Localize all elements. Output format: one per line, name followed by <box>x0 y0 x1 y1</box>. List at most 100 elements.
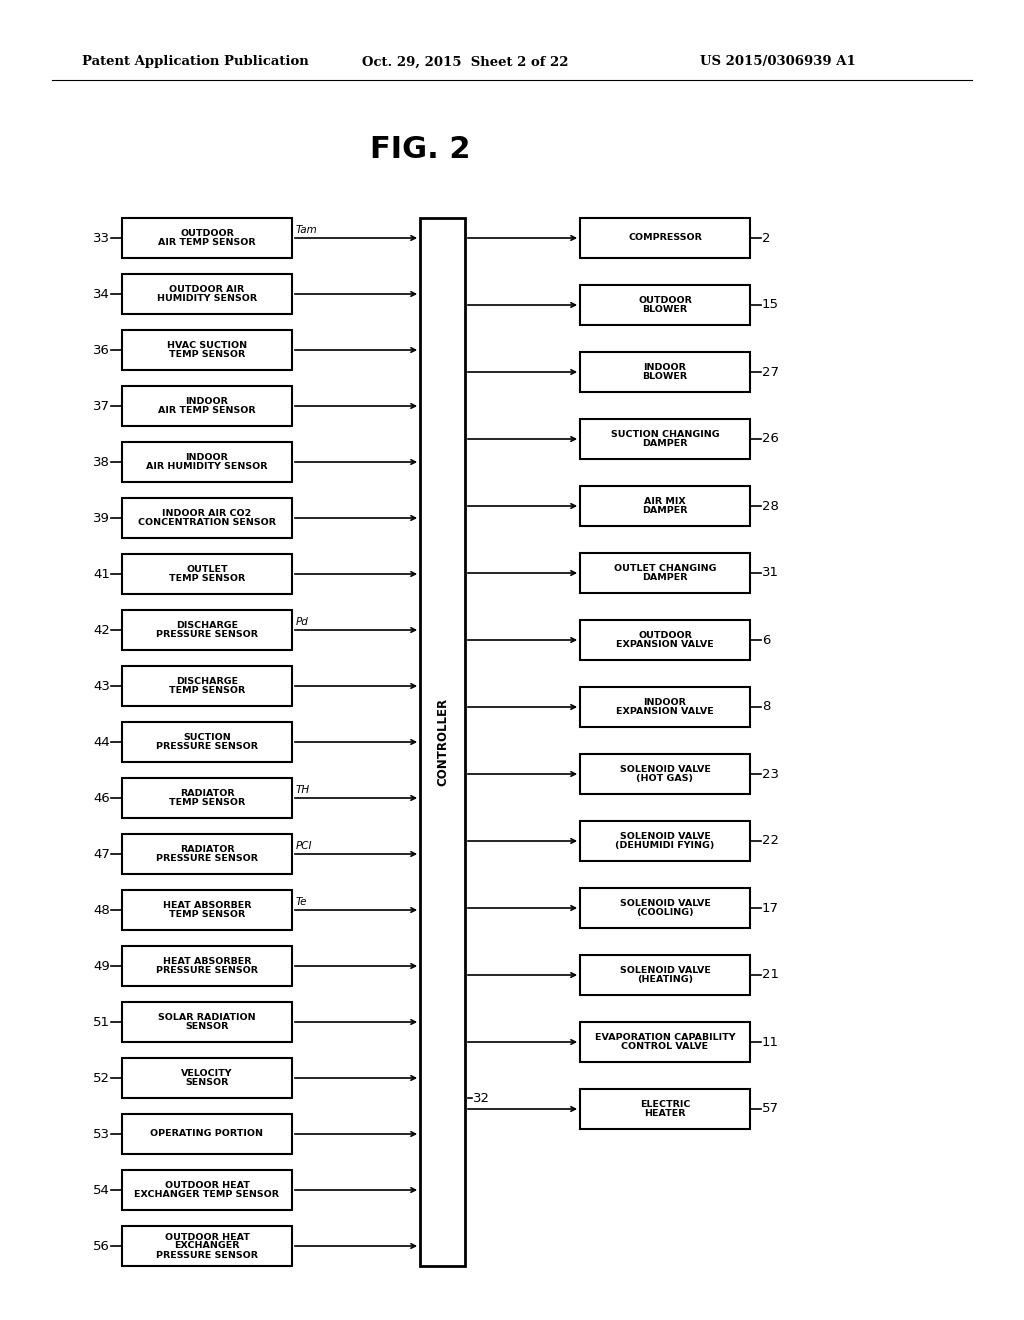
Text: INDOOR: INDOOR <box>643 363 686 372</box>
Text: Tam: Tam <box>296 224 317 235</box>
Text: 22: 22 <box>762 834 779 847</box>
Text: EXPANSION VALVE: EXPANSION VALVE <box>616 640 714 649</box>
Text: 38: 38 <box>93 455 110 469</box>
Bar <box>580 821 750 861</box>
Text: SOLENOID VALVE: SOLENOID VALVE <box>620 832 711 841</box>
Bar <box>580 218 750 257</box>
Bar <box>122 890 292 931</box>
Bar <box>122 1114 292 1154</box>
Text: PRESSURE SENSOR: PRESSURE SENSOR <box>156 966 258 975</box>
Text: OUTDOOR: OUTDOOR <box>638 296 692 305</box>
Text: AIR HUMIDITY SENSOR: AIR HUMIDITY SENSOR <box>146 462 267 471</box>
Text: PRESSURE SENSOR: PRESSURE SENSOR <box>156 854 258 863</box>
Bar <box>580 352 750 392</box>
Text: 51: 51 <box>93 1015 110 1028</box>
Text: OUTLET: OUTLET <box>186 565 227 574</box>
Text: 56: 56 <box>93 1239 110 1253</box>
Text: Patent Application Publication: Patent Application Publication <box>82 55 309 69</box>
Text: VELOCITY: VELOCITY <box>181 1069 232 1078</box>
Text: 15: 15 <box>762 298 779 312</box>
Text: 41: 41 <box>93 568 110 581</box>
Bar <box>122 667 292 706</box>
Text: 47: 47 <box>93 847 110 861</box>
Bar <box>122 498 292 539</box>
Text: INDOOR AIR CO2: INDOOR AIR CO2 <box>163 510 252 517</box>
Bar <box>122 946 292 986</box>
Text: PRESSURE SENSOR: PRESSURE SENSOR <box>156 1250 258 1259</box>
Bar <box>580 1022 750 1063</box>
Text: SUCTION: SUCTION <box>183 733 230 742</box>
Text: (COOLING): (COOLING) <box>636 908 694 917</box>
Text: 17: 17 <box>762 902 779 915</box>
Text: RADIATOR: RADIATOR <box>179 789 234 799</box>
Text: SOLENOID VALVE: SOLENOID VALVE <box>620 966 711 975</box>
Bar <box>580 888 750 928</box>
Text: 43: 43 <box>93 680 110 693</box>
Text: 44: 44 <box>93 735 110 748</box>
Text: OPERATING PORTION: OPERATING PORTION <box>151 1130 263 1138</box>
Text: 28: 28 <box>762 499 779 512</box>
Text: CONCENTRATION SENSOR: CONCENTRATION SENSOR <box>138 517 276 527</box>
Bar <box>580 418 750 459</box>
Bar <box>580 754 750 795</box>
Bar <box>122 610 292 649</box>
Text: 11: 11 <box>762 1035 779 1048</box>
Bar <box>420 218 465 1266</box>
Text: Pd: Pd <box>296 616 309 627</box>
Text: 57: 57 <box>762 1102 779 1115</box>
Text: TH: TH <box>296 785 310 795</box>
Text: HEAT ABSORBER: HEAT ABSORBER <box>163 902 251 909</box>
Bar <box>580 1089 750 1129</box>
Text: 53: 53 <box>93 1127 110 1140</box>
Text: 23: 23 <box>762 767 779 780</box>
Bar <box>122 554 292 594</box>
Text: AIR TEMP SENSOR: AIR TEMP SENSOR <box>158 238 256 247</box>
Text: 52: 52 <box>93 1072 110 1085</box>
Bar <box>122 442 292 482</box>
Bar <box>122 834 292 874</box>
Text: SENSOR: SENSOR <box>185 1022 228 1031</box>
Text: 36: 36 <box>93 343 110 356</box>
Text: FIG. 2: FIG. 2 <box>370 136 470 165</box>
Text: INDOOR: INDOOR <box>185 453 228 462</box>
Text: 54: 54 <box>93 1184 110 1196</box>
Text: OUTLET CHANGING: OUTLET CHANGING <box>613 564 716 573</box>
Text: DAMPER: DAMPER <box>642 573 688 582</box>
Bar <box>122 385 292 426</box>
Text: SOLENOID VALVE: SOLENOID VALVE <box>620 766 711 774</box>
Text: 49: 49 <box>93 960 110 973</box>
Text: COMPRESSOR: COMPRESSOR <box>628 234 701 243</box>
Bar <box>122 275 292 314</box>
Text: ELECTRIC: ELECTRIC <box>640 1100 690 1109</box>
Text: OUTDOOR: OUTDOOR <box>638 631 692 640</box>
Bar <box>580 486 750 525</box>
Text: 26: 26 <box>762 433 779 446</box>
Text: TEMP SENSOR: TEMP SENSOR <box>169 909 245 919</box>
Text: AIR MIX: AIR MIX <box>644 498 686 506</box>
Text: 33: 33 <box>93 231 110 244</box>
Text: INDOOR: INDOOR <box>643 698 686 708</box>
Text: OUTDOOR HEAT: OUTDOOR HEAT <box>165 1181 250 1191</box>
Text: 37: 37 <box>93 400 110 412</box>
Bar <box>580 954 750 995</box>
Bar <box>122 218 292 257</box>
Text: 6: 6 <box>762 634 770 647</box>
Text: DAMPER: DAMPER <box>642 440 688 447</box>
Text: SOLAR RADIATION: SOLAR RADIATION <box>158 1012 256 1022</box>
Text: EXPANSION VALVE: EXPANSION VALVE <box>616 708 714 715</box>
Text: HVAC SUCTION: HVAC SUCTION <box>167 341 247 350</box>
Text: PRESSURE SENSOR: PRESSURE SENSOR <box>156 630 258 639</box>
Text: 42: 42 <box>93 623 110 636</box>
Bar <box>580 553 750 593</box>
Text: EVAPORATION CAPABILITY: EVAPORATION CAPABILITY <box>595 1034 735 1041</box>
Text: HUMIDITY SENSOR: HUMIDITY SENSOR <box>157 294 257 304</box>
Text: INDOOR: INDOOR <box>185 397 228 407</box>
Text: Oct. 29, 2015  Sheet 2 of 22: Oct. 29, 2015 Sheet 2 of 22 <box>362 55 568 69</box>
Text: 46: 46 <box>93 792 110 804</box>
Text: Te: Te <box>296 898 307 907</box>
Text: 21: 21 <box>762 969 779 982</box>
Text: OUTDOOR: OUTDOOR <box>180 228 233 238</box>
Text: (HEATING): (HEATING) <box>637 975 693 983</box>
Text: TEMP SENSOR: TEMP SENSOR <box>169 574 245 583</box>
Text: TEMP SENSOR: TEMP SENSOR <box>169 799 245 807</box>
